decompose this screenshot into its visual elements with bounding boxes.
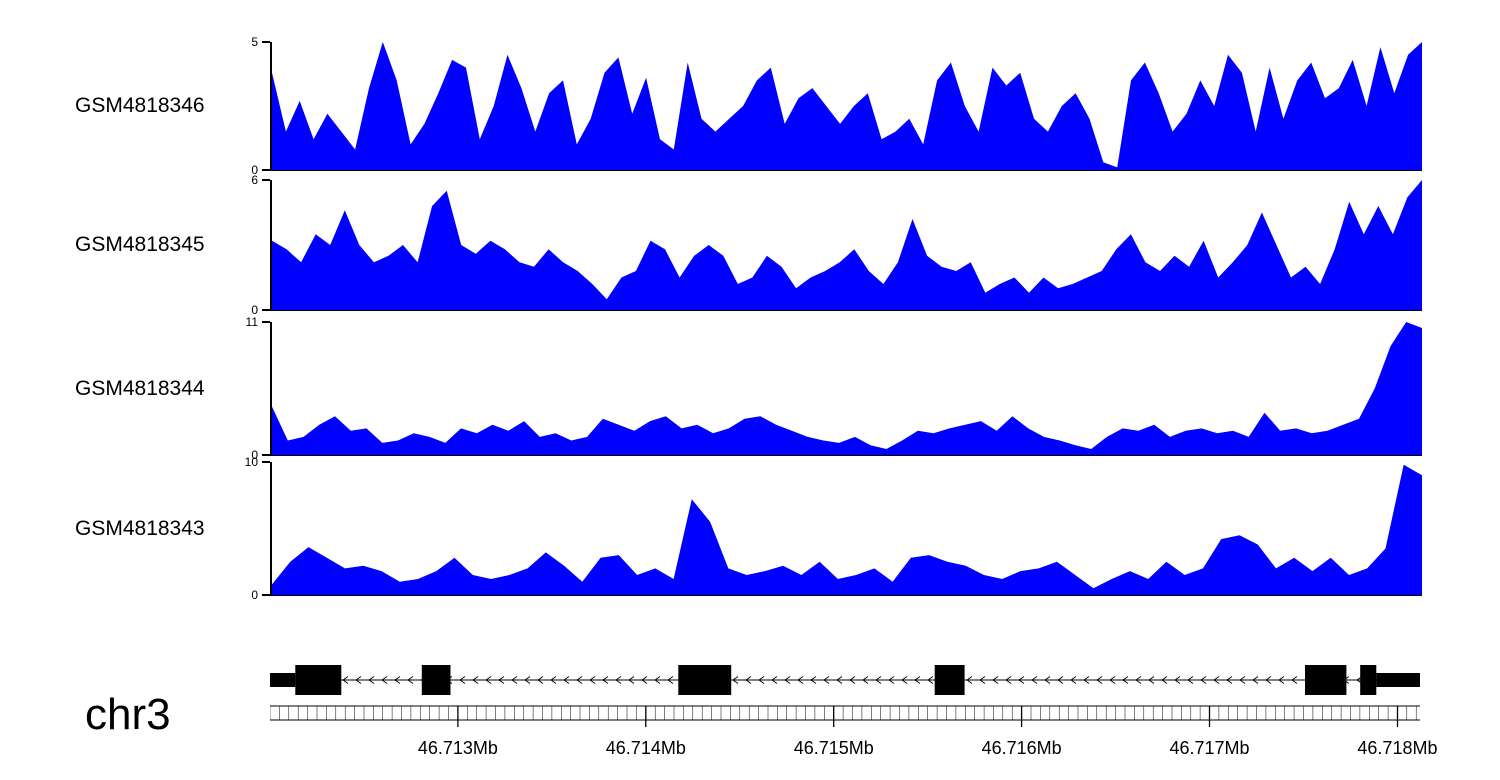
y-axis-tick [262,179,270,181]
y-axis-tick [262,41,270,43]
y-axis-tick [262,309,270,311]
axis-tick-label: 46.716Mb [981,738,1062,758]
axis-tick-label: 46.718Mb [1357,738,1438,758]
y-axis-tick [262,594,270,596]
coverage-track-gsm4818345: GSM4818345 6 0 [0,173,1500,317]
track-label: GSM4818346 [75,94,205,117]
coverage-track-gsm4818346: GSM4818346 5 0 [0,35,1500,177]
y-axis-min-label: 0 [251,163,258,177]
coverage-track-gsm4818344: GSM4818344 11 0 [0,315,1500,462]
coverage-area-chart [272,42,1422,170]
chromosome-label: chr3 [85,690,171,739]
coverage-track-gsm4818343: GSM4818343 10 0 [0,455,1500,602]
coverage-area-chart [272,322,1422,455]
track-label: GSM4818343 [75,516,205,540]
y-axis-min-label: 0 [251,448,258,462]
axis-tick-label: 46.713Mb [417,738,498,758]
y-axis-min-label: 0 [251,588,258,602]
coverage-plot-area [262,321,1422,456]
gene-model-track [0,658,1500,702]
y-axis-max-label: 10 [244,455,258,469]
y-axis-tick [262,169,270,171]
coverage-area-chart [272,180,1422,310]
genome-axis-track: chr3 46.713Mb 46.714Mb 46.715Mb 46.716Mb 46.… [0,690,1500,780]
coverage-plot-area [262,41,1422,171]
coverage-plot-area [262,461,1422,596]
axis-tick-label: 46.715Mb [793,738,874,758]
y-axis-tick [262,461,270,463]
axis-tick-label: 46.714Mb [605,738,686,758]
axis-tick-label: 46.717Mb [1169,738,1250,758]
y-axis-tick [262,321,270,323]
y-axis-max-label: 6 [251,173,258,187]
gene-model [270,665,1420,695]
track-label: GSM4818345 [75,233,205,256]
y-axis-min-label: 0 [251,303,258,317]
coverage-area-chart [272,464,1422,595]
y-axis-max-label: 11 [245,315,258,329]
y-axis-tick [262,454,270,456]
coverage-plot-area [262,179,1422,311]
genome-axis-ruler [270,705,1420,727]
y-axis-max-label: 5 [251,35,258,49]
gene-model-plot-area [270,658,1420,702]
track-label: GSM4818344 [75,376,205,400]
